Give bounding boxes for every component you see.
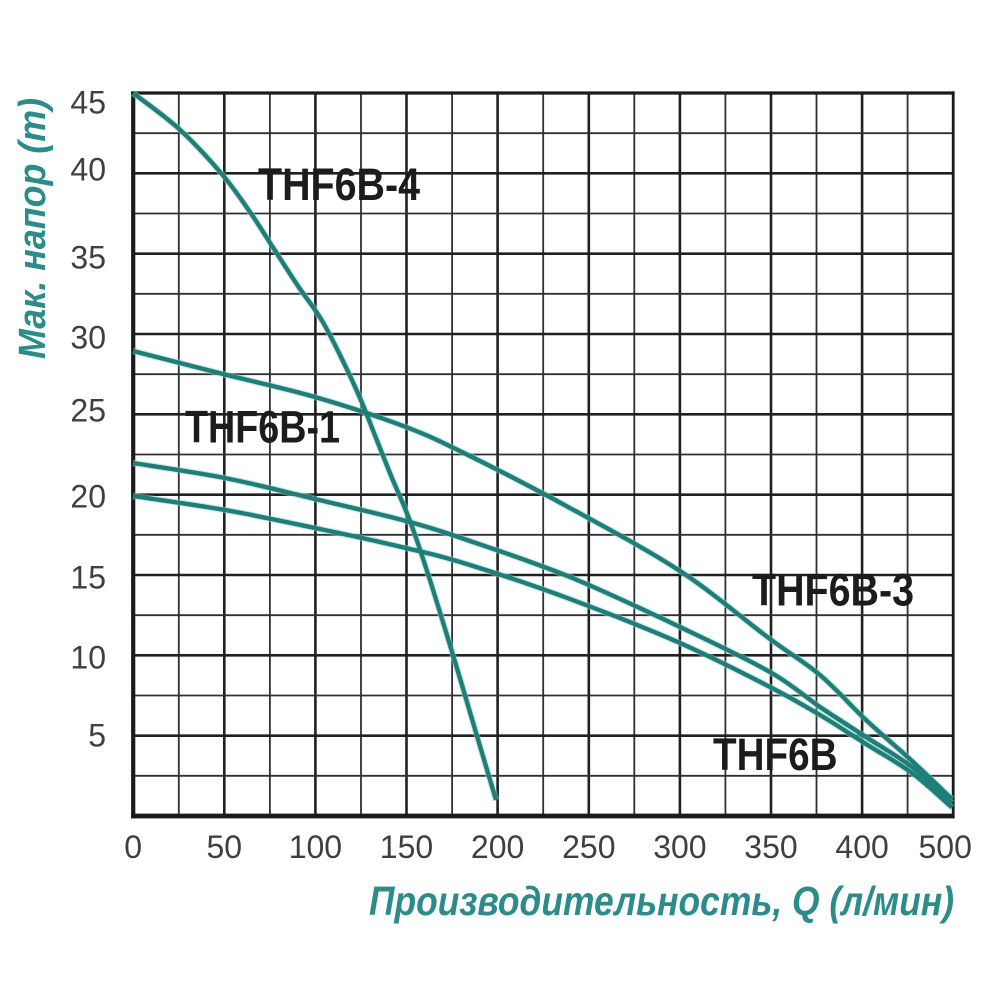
svg-text:200: 200: [471, 829, 524, 865]
svg-text:0: 0: [124, 829, 142, 865]
svg-text:30: 30: [70, 320, 106, 356]
svg-text:THF6B-1: THF6B-1: [185, 402, 340, 453]
svg-text:150: 150: [380, 829, 433, 865]
svg-text:Производительность, Q (л/мин): Производительность, Q (л/мин): [369, 878, 954, 924]
svg-text:35: 35: [70, 240, 106, 276]
svg-text:25: 25: [70, 393, 106, 429]
svg-text:500: 500: [919, 829, 972, 865]
svg-text:20: 20: [70, 479, 106, 515]
svg-text:THF6B-3: THF6B-3: [752, 565, 914, 616]
svg-text:THF6B-4: THF6B-4: [258, 159, 420, 210]
svg-text:300: 300: [653, 829, 706, 865]
svg-text:Мак. напор (m): Мак. напор (m): [12, 98, 54, 359]
svg-text:400: 400: [835, 829, 888, 865]
svg-text:15: 15: [70, 560, 106, 596]
svg-text:350: 350: [744, 829, 797, 865]
svg-text:100: 100: [289, 829, 342, 865]
svg-text:10: 10: [70, 640, 106, 676]
svg-text:45: 45: [70, 85, 106, 121]
svg-text:5: 5: [88, 718, 106, 754]
svg-text:40: 40: [70, 152, 106, 188]
svg-text:THF6B: THF6B: [713, 729, 838, 780]
svg-text:250: 250: [562, 829, 615, 865]
svg-text:50: 50: [207, 829, 243, 865]
